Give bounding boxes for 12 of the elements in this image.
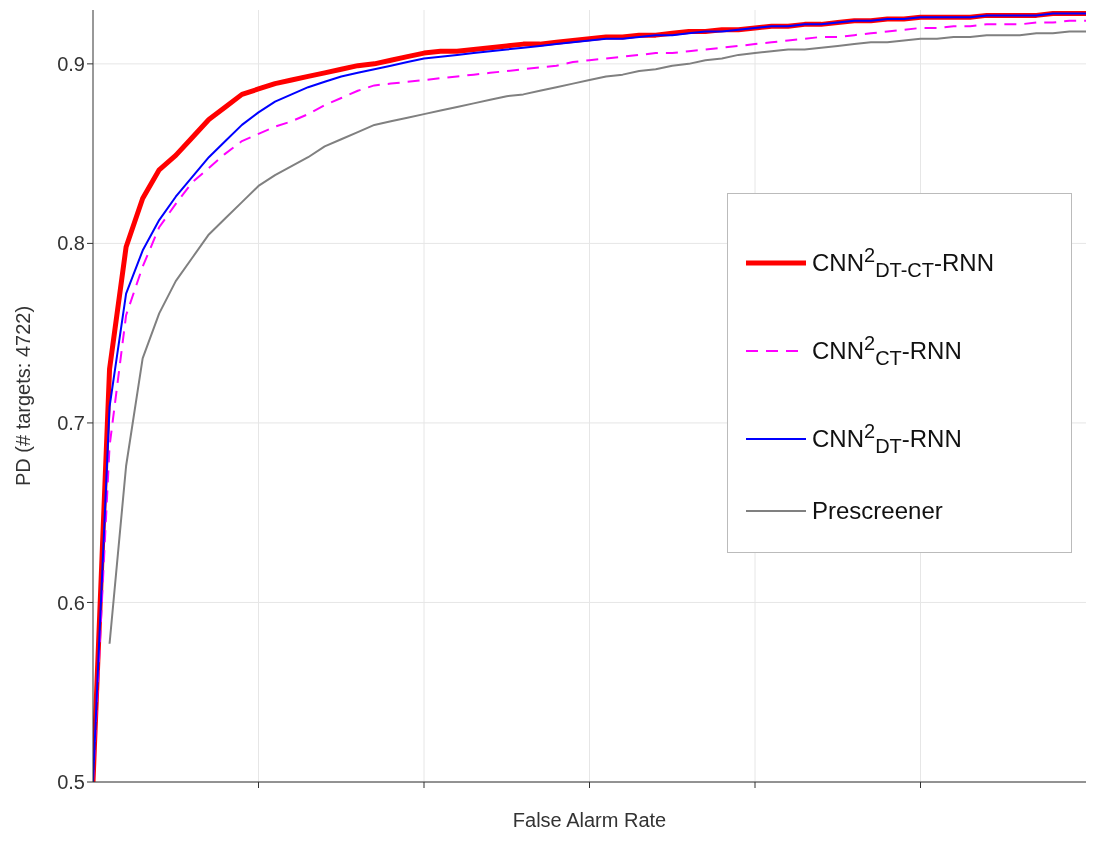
legend-label: Prescreener bbox=[812, 496, 943, 525]
y-tick-label: 0.5 bbox=[57, 771, 85, 794]
legend-label: CNN$^{2}$$_{CT}$-RNN bbox=[812, 332, 962, 370]
y-axis-title: PD (# targets: 4722) bbox=[12, 305, 35, 487]
y-tick-label: 0.6 bbox=[57, 591, 85, 614]
legend-label: CNN$^{2}$$_{DT-CT}$-RNN bbox=[812, 244, 995, 282]
x-axis-title: False Alarm Rate bbox=[512, 809, 667, 831]
y-tick-label: 0.8 bbox=[57, 232, 85, 255]
legend-label: CNN$^{2}$$_{DT}$-RNN bbox=[812, 420, 962, 458]
line-series bbox=[108, 30, 1086, 645]
y-tick-label: 0.7 bbox=[57, 412, 85, 435]
y-tick-label: 0.9 bbox=[57, 52, 85, 75]
